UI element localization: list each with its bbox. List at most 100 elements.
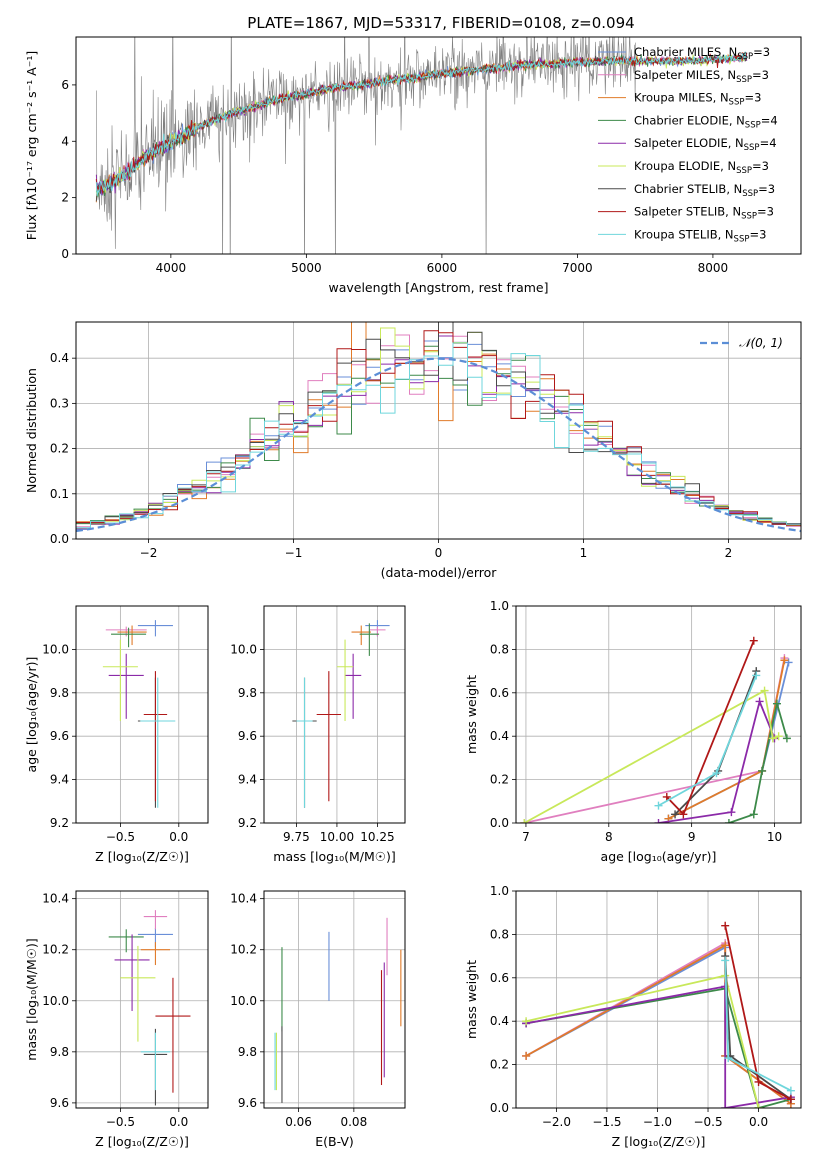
y-tick-label: 2 <box>61 191 69 205</box>
y-tick-label: 9.6 <box>238 1096 257 1110</box>
y-tick-label: 0.4 <box>490 729 509 743</box>
y-tick-label: 10.0 <box>42 994 69 1008</box>
y-tick-label: 0.6 <box>490 971 509 985</box>
y-tick-label: 9.6 <box>50 729 69 743</box>
data-point <box>654 801 663 810</box>
data-point <box>754 1104 763 1108</box>
data-point <box>520 819 529 823</box>
x-tick-label: −0.5 <box>106 1115 135 1129</box>
x-axis-label: Z [log₁₀(Z/Z☉)] <box>95 1134 189 1149</box>
x-tick-label: 0.06 <box>285 1115 312 1129</box>
legend-entry: Salpeter ELODIE, NSSP=4 <box>634 136 777 153</box>
data-point <box>760 686 769 695</box>
errorbar-chabrier-elodie <box>359 623 380 656</box>
x-tick-label: 0.08 <box>340 1115 367 1129</box>
x-tick-label: 0 <box>435 546 443 560</box>
normal-curve <box>76 357 801 533</box>
data-point <box>724 1054 733 1063</box>
data-point <box>724 819 733 823</box>
errorbar-salpeter-elodie <box>345 653 362 719</box>
series-salpeter-stelib <box>662 636 758 819</box>
data-point <box>768 734 777 743</box>
y-tick-label: 6 <box>61 78 69 92</box>
data-point <box>522 1051 531 1060</box>
data-point <box>786 1095 795 1104</box>
x-axis-label: Z [log₁₀(Z/Z☉)] <box>612 1134 706 1149</box>
y-tick-label: 9.8 <box>238 686 257 700</box>
x-tick-label: −0.5 <box>106 830 135 844</box>
x-axis-label: E(B-V) <box>315 1134 354 1149</box>
data-point <box>749 636 758 645</box>
residuals-frame <box>75 321 802 540</box>
x-axis-label: (data-model)/error <box>381 565 498 580</box>
series-salpeter-stelib <box>721 921 795 1104</box>
age-vs-mass-frame <box>263 605 406 824</box>
y-tick-label: 0.2 <box>490 1058 509 1072</box>
y-tick-label: 9.8 <box>50 686 69 700</box>
errorbar-salpeter-miles <box>369 626 386 637</box>
legend-entry: Kroupa MILES, NSSP=3 <box>634 91 761 108</box>
y-tick-label: 10.4 <box>42 892 69 906</box>
x-tick-label: −0.5 <box>693 1115 722 1129</box>
age-vs-mass-plot-area <box>264 606 405 823</box>
residuals-plot-area <box>76 322 801 539</box>
errorbar-salpeter-stelib <box>316 671 341 802</box>
mass-vs-Z-plot-area <box>76 891 208 1108</box>
data-point <box>758 766 767 775</box>
errorbar-kroupa-elodie <box>102 639 138 722</box>
x-tick-label: −1 <box>285 546 303 560</box>
data-point <box>654 819 663 823</box>
x-tick-label: 8 <box>605 830 613 844</box>
data-point <box>721 941 730 950</box>
x-tick-label: 1 <box>580 546 588 560</box>
y-tick-label: 9.6 <box>50 1096 69 1110</box>
x-tick-label: 9.75 <box>283 830 310 844</box>
y-axis-label: Normed distribution <box>24 368 39 493</box>
data-point <box>721 921 730 930</box>
y-tick-label: 9.4 <box>238 773 257 787</box>
x-tick-label: 9 <box>688 830 696 844</box>
y-tick-label: 0.4 <box>490 1014 509 1028</box>
y-tick-label: 0.1 <box>50 487 69 501</box>
weight-vs-Z-frame <box>515 890 802 1109</box>
data-point <box>679 810 688 819</box>
y-tick-label: 10.0 <box>230 994 257 1008</box>
y-tick-label: 10.0 <box>230 642 257 656</box>
observed-spectrum <box>96 37 636 254</box>
x-tick-label: 2 <box>725 546 733 560</box>
errorbar-salpeter-stelib <box>155 977 191 1093</box>
y-tick-label: 0.2 <box>50 442 69 456</box>
y-tick-label: 1.0 <box>490 884 509 898</box>
x-tick-label: 8000 <box>698 261 729 275</box>
x-tick-label: 0.0 <box>169 830 188 844</box>
series-kroupa-elodie <box>520 686 783 823</box>
series-chabrier-miles <box>522 943 795 1108</box>
data-point <box>786 1086 795 1095</box>
errorbar-salpeter-elodie <box>108 653 144 719</box>
x-tick-label: 10.00 <box>320 830 354 844</box>
age-vs-Z-plot-area <box>76 606 208 823</box>
x-tick-label: 10 <box>767 830 782 844</box>
y-tick-label: 0.8 <box>490 927 509 941</box>
age-vs-Z-panel: −0.5 0.0 9.2 9.4 9.6 9.8 10.0 Z [log₁₀(Z/Z☉)] ag… <box>24 605 209 864</box>
errorbar-kroupa-stelib <box>140 677 176 808</box>
y-tick-label: 4 <box>61 134 69 148</box>
x-tick-label: 0.0 <box>169 1115 188 1129</box>
data-point <box>671 810 680 819</box>
errorbar-kroupa-miles <box>117 625 147 646</box>
legend-entry: Chabrier MILES, NSSP=3 <box>634 45 770 62</box>
data-point <box>727 808 736 817</box>
histogram-kroupa-stelib <box>76 342 801 529</box>
age-vs-Z-frame <box>75 605 209 824</box>
x-tick-label: 4000 <box>156 261 187 275</box>
y-tick-label: 10.2 <box>230 943 257 957</box>
errorbar-salpeter-stelib <box>143 671 168 802</box>
series-salpeter-miles <box>520 654 789 823</box>
y-axis-label: age [log₁₀(age/yr)] <box>24 657 39 773</box>
errorbar-kroupa-elodie <box>120 945 156 1042</box>
errorbar-chabrier-miles <box>137 620 173 637</box>
y-tick-label: 9.4 <box>50 773 69 787</box>
data-point <box>784 658 793 667</box>
y-axis-label: Flux [fλ10⁻¹⁷ erg cm⁻² s⁻¹ A⁻¹] <box>24 51 39 240</box>
